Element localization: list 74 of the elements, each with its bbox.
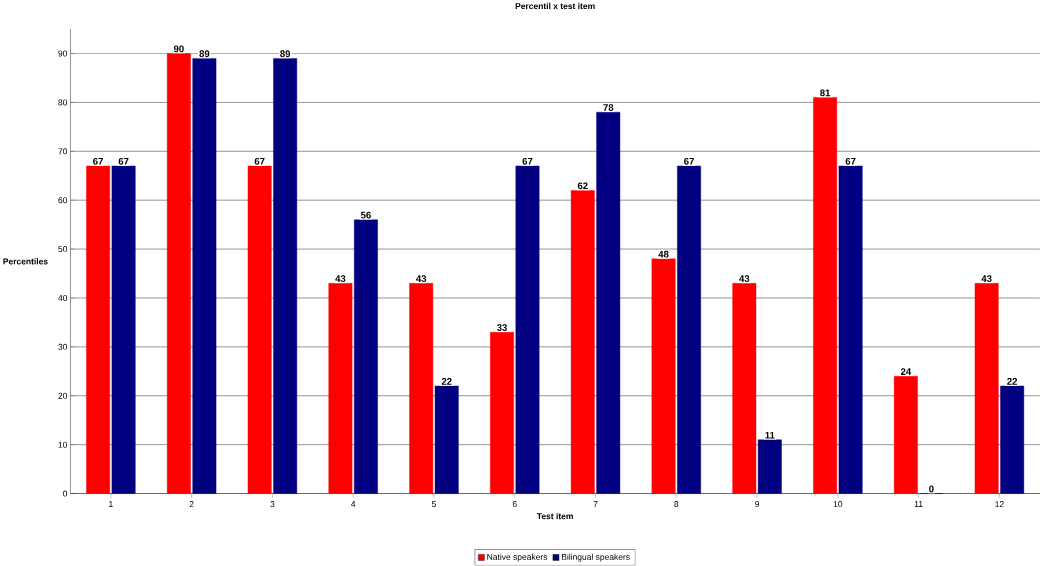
x-tick-label: 9 — [755, 501, 760, 508]
bar — [111, 165, 136, 494]
bar — [570, 190, 595, 494]
bar — [86, 165, 110, 494]
x-tick-label: 3 — [270, 501, 275, 508]
data-label: 90 — [173, 45, 184, 53]
x-axis-title: Test item — [536, 513, 573, 520]
bar — [757, 439, 782, 494]
bar — [166, 53, 191, 494]
y-tick-label: 60 — [58, 197, 68, 204]
x-tick-label: 4 — [351, 501, 356, 508]
bar — [596, 112, 621, 494]
y-tick-label: 40 — [58, 295, 68, 302]
x-tick-label: 5 — [431, 501, 436, 508]
y-tick-label: 0 — [63, 490, 68, 497]
x-tick-label: 12 — [995, 501, 1004, 508]
bar — [651, 258, 676, 494]
y-tick-label: 20 — [58, 392, 68, 399]
bar — [328, 283, 353, 494]
bar — [1000, 385, 1025, 494]
y-tick-label: 50 — [58, 246, 68, 253]
bar — [813, 97, 837, 494]
data-label: 43 — [416, 275, 427, 283]
data-label: 67 — [254, 158, 265, 165]
data-label: 67 — [118, 158, 129, 165]
legend-label: Bilingual speakers — [561, 553, 630, 562]
data-label: 22 — [1007, 378, 1018, 385]
y-tick-label: 10 — [58, 441, 68, 448]
data-label: 67 — [522, 158, 533, 165]
data-label: 67 — [93, 158, 103, 165]
data-label: 0 — [929, 485, 934, 493]
bar — [354, 219, 378, 494]
data-label: 43 — [739, 275, 750, 283]
data-label: 67 — [845, 158, 856, 165]
x-tick-label: 7 — [593, 501, 598, 508]
x-tick-label: 6 — [512, 501, 517, 508]
data-label: 81 — [820, 89, 831, 97]
x-tick-label: 11 — [914, 501, 923, 508]
x-tick-label: 10 — [833, 501, 843, 508]
data-label: 22 — [441, 378, 452, 385]
data-label: 62 — [577, 182, 588, 190]
bar — [515, 165, 540, 494]
data-label: 78 — [603, 104, 614, 112]
bar — [677, 165, 701, 494]
data-label: 11 — [765, 432, 775, 439]
data-label: 33 — [496, 324, 507, 332]
bar — [974, 283, 999, 494]
y-tick-label: 90 — [58, 50, 68, 57]
y-axis-title: Percentiles — [3, 258, 48, 265]
data-label: 24 — [900, 368, 912, 376]
y-tick-label: 70 — [58, 148, 68, 155]
y-tick-label: 30 — [58, 344, 68, 351]
y-tick-label: 80 — [58, 99, 68, 106]
data-label: 43 — [335, 275, 346, 283]
bar — [273, 58, 298, 494]
data-label: 43 — [981, 275, 992, 283]
legend-label: Native speakers — [487, 553, 548, 562]
data-label: 67 — [684, 158, 694, 165]
bar — [838, 165, 863, 494]
bar — [732, 283, 757, 494]
chart-title: Percentil x test item — [515, 3, 595, 10]
bar — [434, 385, 459, 494]
data-label: 89 — [199, 50, 210, 58]
x-tick-label: 2 — [189, 501, 194, 508]
x-tick-label: 1 — [109, 501, 113, 508]
bar — [409, 283, 434, 494]
bar — [893, 376, 918, 494]
bar — [192, 58, 217, 494]
data-label: 89 — [280, 50, 291, 58]
bar — [490, 332, 514, 494]
data-label: 48 — [658, 251, 669, 258]
x-tick-label: 8 — [674, 501, 679, 508]
data-label: 56 — [360, 211, 371, 219]
bar — [247, 165, 272, 494]
